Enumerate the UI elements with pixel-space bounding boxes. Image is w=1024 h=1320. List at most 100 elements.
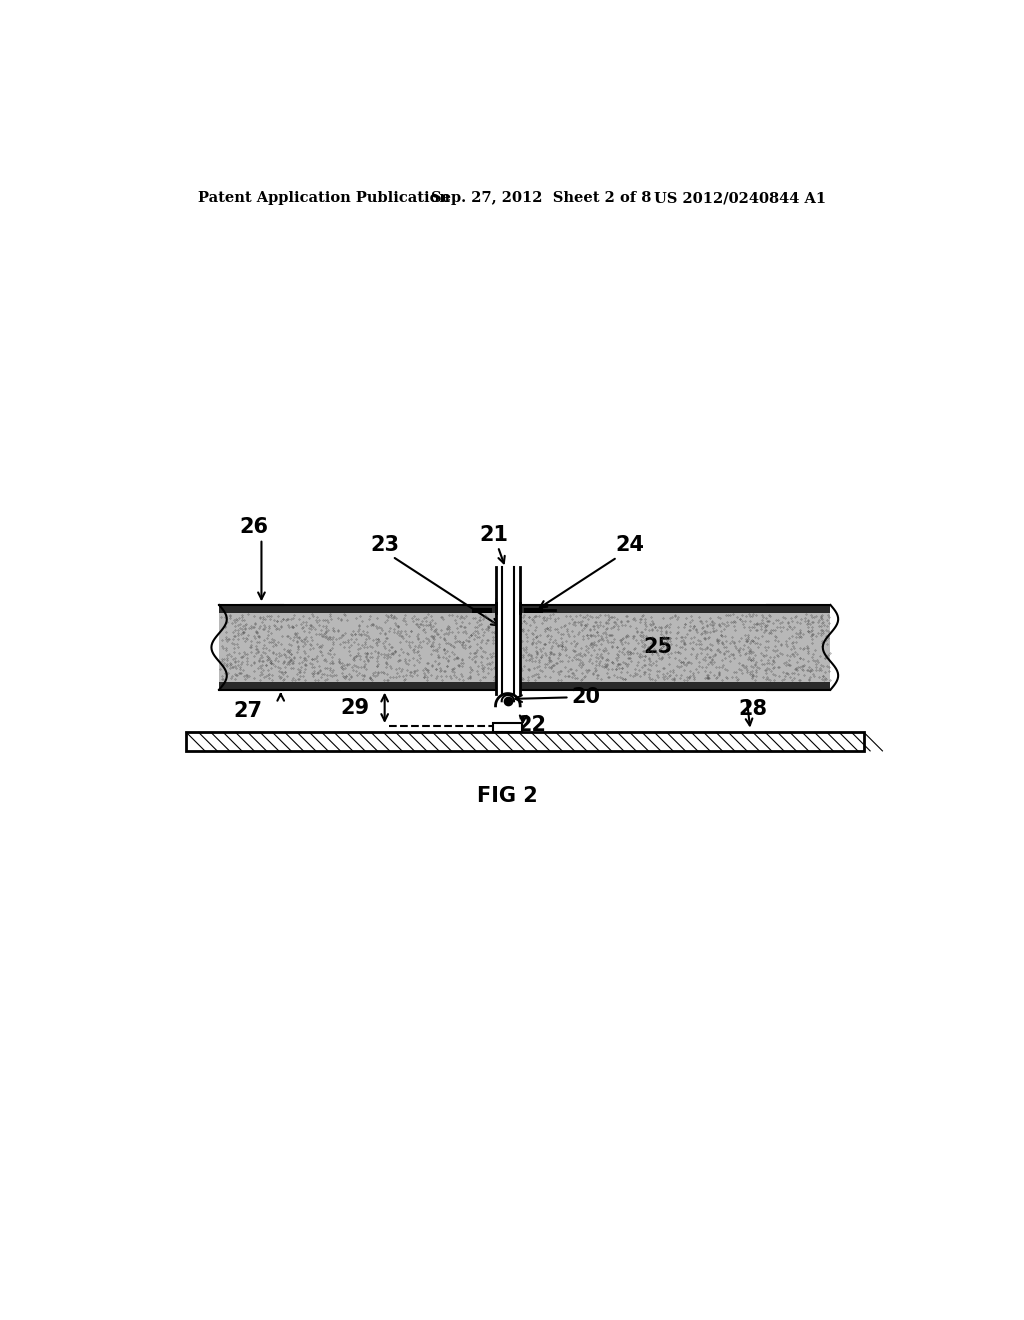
Point	[262, 623, 279, 644]
Point	[530, 606, 547, 627]
Point	[226, 619, 243, 640]
Point	[775, 616, 792, 638]
Point	[472, 645, 488, 667]
Point	[428, 619, 444, 640]
Point	[637, 614, 653, 635]
Point	[684, 638, 700, 659]
Point	[457, 638, 473, 659]
Point	[223, 612, 240, 634]
Point	[717, 626, 733, 647]
Point	[326, 620, 342, 642]
Point	[803, 626, 819, 647]
Point	[296, 640, 312, 661]
Point	[437, 660, 454, 681]
Point	[734, 653, 751, 675]
Point	[603, 635, 620, 656]
Point	[708, 668, 724, 689]
Point	[291, 626, 307, 647]
Point	[479, 630, 496, 651]
Point	[534, 612, 550, 634]
Point	[539, 645, 555, 667]
Point	[657, 620, 674, 642]
Point	[336, 657, 352, 678]
Point	[617, 626, 634, 647]
Point	[753, 643, 769, 664]
Point	[556, 665, 572, 686]
Point	[808, 653, 824, 675]
Point	[556, 636, 572, 657]
Point	[243, 636, 259, 657]
Point	[352, 624, 369, 645]
Point	[771, 616, 787, 638]
Point	[705, 610, 721, 631]
Point	[757, 636, 773, 657]
Point	[762, 647, 778, 668]
Point	[564, 639, 581, 660]
Point	[272, 611, 289, 632]
Point	[643, 643, 659, 664]
Point	[570, 655, 587, 676]
Point	[547, 619, 563, 640]
Point	[583, 645, 599, 667]
Point	[348, 628, 365, 649]
Point	[276, 652, 293, 673]
Point	[485, 643, 502, 664]
Point	[611, 657, 628, 678]
Point	[418, 659, 434, 680]
Point	[462, 635, 478, 656]
Point	[793, 622, 809, 643]
Point	[258, 653, 274, 675]
Point	[711, 661, 727, 682]
Point	[272, 634, 289, 655]
Point	[591, 630, 607, 651]
Point	[323, 652, 339, 673]
Point	[551, 635, 567, 656]
Point	[756, 645, 772, 667]
Point	[331, 627, 347, 648]
Point	[321, 611, 337, 632]
Point	[218, 644, 234, 665]
Point	[353, 635, 370, 656]
Point	[362, 647, 379, 668]
Point	[404, 647, 421, 668]
Point	[776, 669, 793, 690]
Point	[455, 622, 471, 643]
Point	[487, 614, 504, 635]
Point	[746, 632, 763, 653]
Point	[816, 614, 833, 635]
Point	[560, 612, 577, 634]
Point	[567, 611, 584, 632]
Point	[302, 639, 318, 660]
Point	[621, 647, 637, 668]
Point	[683, 627, 699, 648]
Point	[655, 636, 672, 657]
Point	[335, 665, 351, 686]
Point	[230, 636, 247, 657]
Point	[258, 665, 274, 686]
Point	[554, 635, 570, 656]
Point	[312, 660, 329, 681]
Point	[608, 649, 625, 671]
Point	[686, 615, 702, 636]
Point	[653, 616, 670, 638]
Point	[379, 669, 395, 690]
Point	[226, 626, 243, 647]
Point	[638, 626, 654, 647]
Point	[236, 665, 252, 686]
Point	[492, 622, 508, 643]
Point	[455, 669, 471, 690]
Point	[700, 627, 717, 648]
Point	[261, 647, 278, 668]
Point	[249, 639, 265, 660]
Point	[272, 644, 289, 665]
Point	[611, 653, 628, 675]
Point	[812, 659, 828, 680]
Point	[430, 634, 446, 655]
Point	[785, 616, 802, 638]
Point	[633, 630, 649, 651]
Point	[303, 618, 319, 639]
Point	[604, 616, 621, 638]
Point	[404, 611, 421, 632]
Point	[603, 652, 620, 673]
Point	[500, 659, 516, 680]
